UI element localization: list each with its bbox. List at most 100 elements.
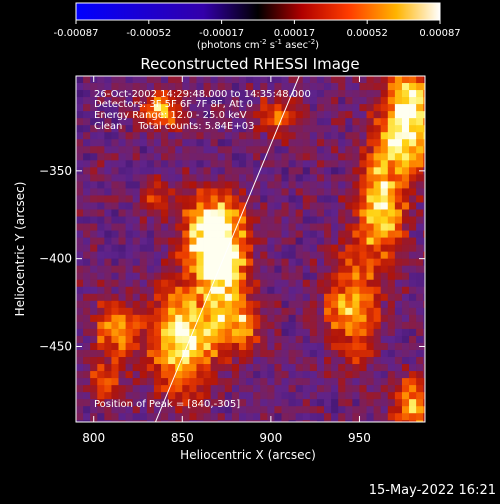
heatmap-cell: [76, 279, 84, 288]
heatmap-cell: [238, 258, 247, 267]
heatmap-cell: [132, 392, 141, 400]
heatmap-cell: [281, 279, 289, 288]
heatmap-cell: [409, 349, 417, 358]
heatmap-cell: [331, 223, 339, 231]
heatmap-cell: [238, 286, 247, 295]
heatmap-cell: [352, 195, 360, 203]
heatmap-cell: [267, 342, 275, 351]
heatmap-cell: [132, 293, 141, 302]
heatmap-cell: [274, 272, 282, 281]
heatmap-cell: [331, 97, 339, 105]
heatmap-cell: [125, 392, 134, 400]
heatmap-cell: [175, 286, 183, 295]
heatmap-cell: [423, 195, 425, 203]
heatmap-cell: [132, 97, 141, 105]
heatmap-cell: [274, 258, 282, 267]
heatmap-cell: [146, 406, 155, 414]
heatmap-cell: [295, 83, 304, 91]
heatmap-cell: [224, 125, 233, 133]
heatmap-cell: [168, 300, 176, 309]
heatmap-cell: [345, 328, 353, 337]
heatmap-cell: [394, 146, 403, 154]
heatmap-cell: [175, 202, 183, 210]
heatmap-cell: [345, 118, 353, 126]
heatmap-cell: [146, 349, 155, 358]
heatmap-cell: [238, 104, 247, 112]
heatmap-cell: [416, 160, 424, 168]
heatmap-cell: [359, 307, 367, 316]
heatmap-cell: [210, 153, 219, 161]
heatmap-cell: [97, 230, 105, 238]
heatmap-cell: [132, 321, 141, 330]
heatmap-cell: [302, 335, 311, 344]
heatmap-cell: [281, 202, 289, 210]
heatmap-cell: [83, 272, 91, 281]
heatmap-cell: [83, 230, 91, 238]
heatmap-cell: [387, 76, 396, 84]
heatmap-cell: [203, 146, 212, 154]
heatmap-cell: [111, 125, 119, 133]
heatmap-cell: [189, 146, 197, 154]
heatmap-cell: [401, 265, 410, 274]
heatmap-cell: [387, 321, 396, 330]
heatmap-cell: [401, 160, 410, 168]
heatmap-cell: [104, 118, 112, 126]
heatmap-cell: [416, 237, 424, 246]
heatmap-cell: [387, 97, 396, 105]
heatmap-cell: [288, 406, 297, 414]
heatmap-cell: [295, 406, 304, 414]
heatmap-cell: [203, 174, 212, 182]
heatmap-cell: [338, 357, 346, 365]
heatmap-cell: [373, 195, 382, 203]
heatmap-cell: [380, 392, 389, 400]
heatmap-cell: [182, 413, 190, 421]
heatmap-cell: [288, 174, 297, 182]
heatmap-cell: [416, 244, 424, 253]
heatmap-cell: [309, 160, 318, 168]
heatmap-cell: [288, 111, 297, 119]
heatmap-cell: [83, 406, 91, 414]
heatmap-cell: [316, 160, 325, 168]
heatmap-cell: [281, 392, 289, 400]
heatmap-cell: [182, 76, 190, 84]
heatmap-cell: [125, 335, 134, 344]
heatmap-cell: [76, 378, 84, 386]
heatmap-cell: [118, 83, 127, 91]
heatmap-cell: [331, 153, 339, 161]
heatmap-cell: [401, 392, 410, 400]
heatmap-cell: [153, 146, 162, 154]
heatmap-cell: [76, 160, 84, 168]
heatmap-cell: [231, 153, 240, 161]
heatmap-cell: [324, 399, 332, 407]
heatmap-cell: [324, 97, 332, 105]
heatmap-cell: [189, 413, 197, 421]
heatmap-cell: [217, 279, 226, 288]
heatmap-cell: [189, 230, 197, 238]
heatmap-cell: [189, 265, 197, 274]
heatmap-cell: [153, 371, 162, 379]
heatmap-cell: [267, 209, 275, 217]
heatmap-cell: [175, 335, 183, 344]
heatmap-cell: [316, 146, 325, 154]
heatmap-cell: [132, 132, 141, 140]
heatmap-cell: [324, 406, 332, 414]
heatmap-cell: [203, 195, 212, 203]
heatmap-cell: [338, 118, 346, 126]
heatmap-cell: [366, 279, 375, 288]
heatmap-cell: [224, 413, 233, 421]
heatmap-cell: [104, 202, 112, 210]
heatmap-cell: [153, 195, 162, 203]
heatmap-cell: [359, 321, 367, 330]
heatmap-cell: [139, 357, 148, 365]
heatmap-cell: [189, 167, 197, 175]
heatmap-cell: [76, 132, 84, 140]
heatmap-cell: [217, 385, 226, 393]
heatmap-cell: [224, 230, 233, 238]
heatmap-cell: [217, 406, 226, 414]
heatmap-cell: [97, 413, 105, 421]
heatmap-cell: [324, 251, 332, 260]
heatmap-cell: [331, 167, 339, 175]
heatmap-cell: [76, 300, 84, 309]
heatmap-cell: [423, 118, 425, 126]
heatmap-cell: [153, 385, 162, 393]
